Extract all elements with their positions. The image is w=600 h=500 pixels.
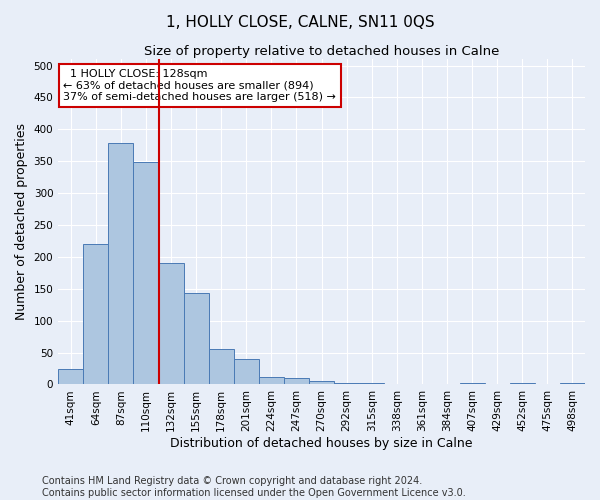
Text: 1, HOLLY CLOSE, CALNE, SN11 0QS: 1, HOLLY CLOSE, CALNE, SN11 0QS — [166, 15, 434, 30]
Title: Size of property relative to detached houses in Calne: Size of property relative to detached ho… — [144, 45, 499, 58]
Bar — [58, 368, 83, 384]
Bar — [359, 383, 385, 384]
Y-axis label: Number of detached properties: Number of detached properties — [15, 124, 28, 320]
Bar — [460, 382, 485, 384]
Bar — [109, 144, 133, 384]
Bar — [184, 292, 209, 384]
Bar — [510, 382, 535, 384]
Bar — [334, 382, 359, 384]
X-axis label: Distribution of detached houses by size in Calne: Distribution of detached houses by size … — [170, 437, 473, 450]
Bar — [158, 264, 184, 384]
Bar — [284, 378, 309, 384]
Bar — [133, 162, 158, 384]
Text: 1 HOLLY CLOSE: 128sqm
← 63% of detached houses are smaller (894)
37% of semi-det: 1 HOLLY CLOSE: 128sqm ← 63% of detached … — [64, 69, 337, 102]
Bar — [259, 377, 284, 384]
Bar — [309, 382, 334, 384]
Bar — [234, 359, 259, 384]
Bar — [560, 382, 585, 384]
Bar — [83, 244, 109, 384]
Bar — [209, 350, 234, 384]
Text: Contains HM Land Registry data © Crown copyright and database right 2024.
Contai: Contains HM Land Registry data © Crown c… — [42, 476, 466, 498]
